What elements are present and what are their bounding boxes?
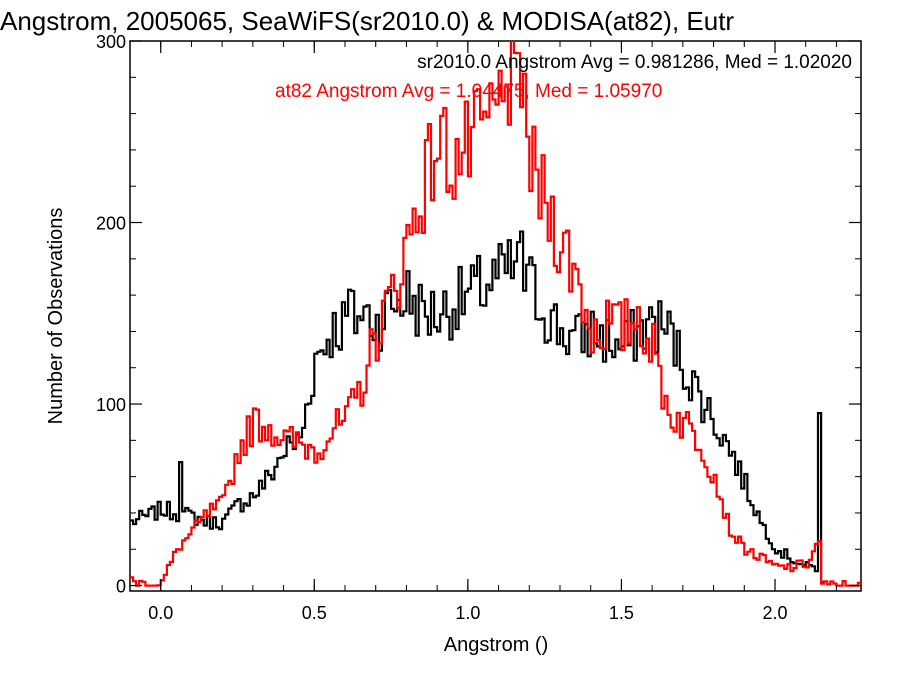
y-tick-label: 200 bbox=[96, 214, 126, 234]
series-layer bbox=[130, 41, 861, 587]
plot-frame bbox=[129, 40, 862, 592]
y-tick-label: 300 bbox=[96, 32, 126, 52]
annotation-black: sr2010.0 Angstrom Avg = 0.981286, Med = … bbox=[417, 52, 852, 73]
y-axis-label: Number of Observations bbox=[45, 208, 67, 425]
y-tick-label: 100 bbox=[96, 395, 126, 415]
series-1-histogram bbox=[130, 41, 861, 587]
x-tick-label: 2.0 bbox=[762, 603, 787, 623]
annotation-red: at82 Angstrom Avg = 1.04475, Med = 1.059… bbox=[275, 81, 662, 102]
x-tick-label: 0.0 bbox=[148, 603, 173, 623]
x-tick-label: 1.5 bbox=[609, 603, 634, 623]
x-axis-label: Angstrom () bbox=[444, 634, 548, 656]
y-tick-label: 0 bbox=[116, 577, 126, 597]
series-0-histogram bbox=[130, 230, 825, 584]
axis-layer: 0.0 0.5 1.0 1.5 2.0 0 100 200 300 bbox=[96, 32, 861, 623]
chart-title: Angstrom, 2005065, SeaWiFS(sr2010.0) & M… bbox=[0, 6, 734, 36]
x-tick-label: 1.0 bbox=[455, 603, 480, 623]
x-tick-label: 0.5 bbox=[302, 603, 327, 623]
